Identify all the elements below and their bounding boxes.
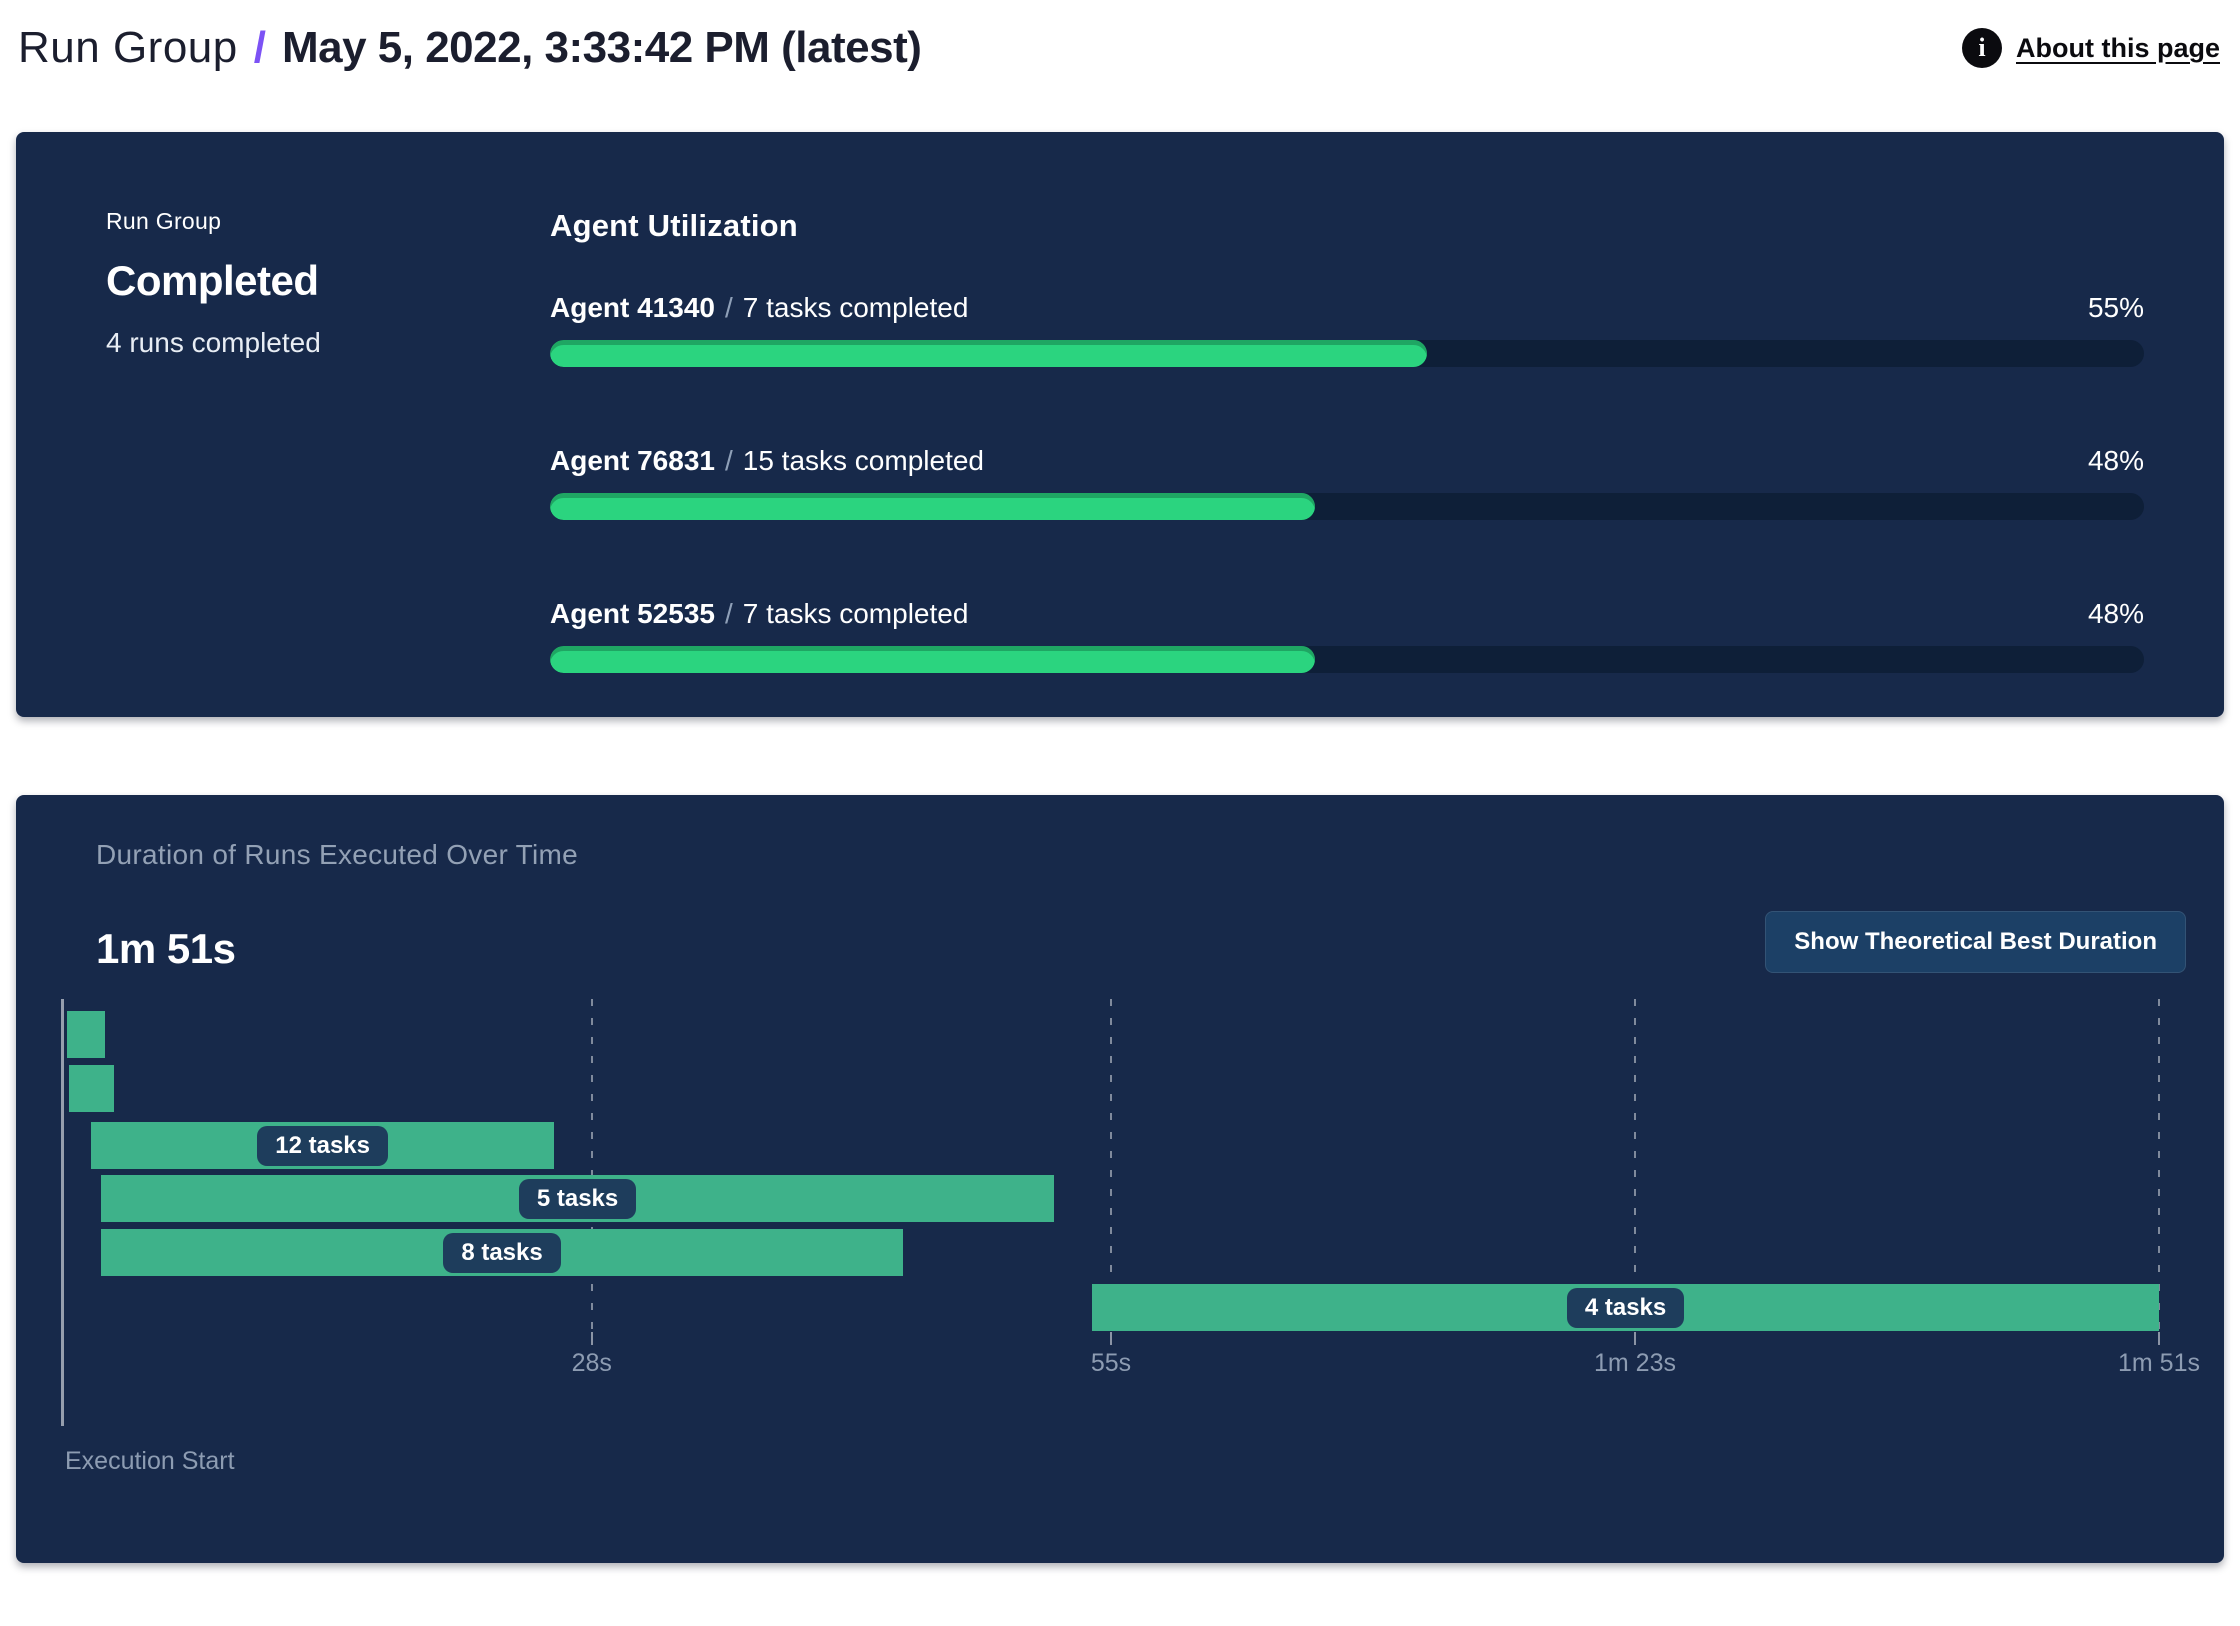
agent-label-line: Agent 52535 / 7 tasks completed 48% (550, 598, 2144, 630)
gridline (1634, 999, 1636, 1330)
axis-tick (1634, 1332, 1636, 1345)
agent-rows: Agent 41340 / 7 tasks completed 55% Agent 76… (550, 292, 2144, 673)
agent-tasks-completed: 7 tasks completed (742, 292, 969, 323)
run-group-summary: Run Group Completed 4 runs completed (90, 208, 550, 717)
about-link[interactable]: About this page (2016, 32, 2220, 63)
agent-utilization-section: Agent Utilization Agent 41340 / 7 tasks co… (550, 208, 2144, 717)
run-duration-bar[interactable] (68, 1065, 114, 1112)
breadcrumb-root: Run Group (18, 23, 238, 72)
page-title: May 5, 2022, 3:33:42 PM (latest) (281, 23, 922, 72)
runs-completed-text: 4 runs completed (106, 327, 321, 358)
agent-utilization-percent: 55% (2087, 292, 2144, 323)
axis-tick-label: 1m 23s (1594, 1349, 1676, 1377)
agent-separator: / (724, 445, 733, 476)
agent-separator: / (724, 598, 733, 629)
show-theoretical-best-duration-button[interactable]: Show Theoretical Best Duration (1765, 911, 2186, 973)
task-count-badge: 12 tasks (257, 1125, 388, 1166)
status-text: Completed (106, 257, 319, 304)
task-count-badge: 4 tasks (1566, 1287, 1685, 1328)
axis-tick (1110, 1332, 1112, 1345)
gridline (590, 999, 593, 1330)
agent-progress-track (550, 340, 2144, 367)
agent-label-line: Agent 76831 / 15 tasks completed 48% (550, 445, 2144, 477)
gridline (2158, 999, 2160, 1330)
total-duration: 1m 51s (96, 925, 236, 972)
agent-tasks-completed: 7 tasks completed (742, 598, 969, 629)
agent-progress-track (550, 646, 2144, 673)
task-count-badge: 5 tasks (518, 1178, 637, 1219)
run-duration-bar[interactable]: 12 tasks (91, 1122, 554, 1169)
agent-utilization-percent: 48% (2087, 445, 2144, 476)
task-count-badge: 8 tasks (443, 1232, 561, 1273)
agent-row: Agent 76831 / 15 tasks completed 48% (550, 445, 2144, 520)
duration-header-row: 1m 51s Show Theoretical Best Duration (96, 911, 2186, 973)
agent-progress-fill (550, 340, 1427, 367)
axis-tick-label: 55s (1090, 1349, 1132, 1377)
summary-label: Run Group (106, 208, 222, 234)
page-header: Run Group / May 5, 2022, 3:33:42 PM (lat… (0, 0, 2240, 78)
execution-start-label: Execution Start (65, 1447, 235, 1475)
agent-name: Agent 41340 (550, 292, 715, 323)
duration-chart-title: Duration of Runs Executed Over Time (96, 839, 579, 870)
run-group-summary-panel: Run Group Completed 4 runs completed Age… (16, 132, 2224, 717)
agent-tasks-completed: 15 tasks completed (742, 445, 984, 476)
axis-tick (590, 1332, 593, 1345)
agent-row: Agent 52535 / 7 tasks completed 48% (550, 598, 2144, 673)
run-duration-bar[interactable] (66, 1011, 105, 1058)
agent-label-line: Agent 41340 / 7 tasks completed 55% (550, 292, 2144, 324)
agent-utilization-percent: 48% (2087, 598, 2144, 629)
gridline (1110, 999, 1112, 1330)
breadcrumb-separator: / (253, 23, 266, 72)
gantt-chart: Execution Start 28s 55s 1m 23s 1m 51s 12 tas… (61, 999, 2200, 1479)
run-duration-bar[interactable]: 5 tasks (100, 1175, 1055, 1222)
agent-progress-fill (550, 646, 1316, 673)
agent-progress-track (550, 493, 2144, 520)
axis-tick-label: 1m 51s (2118, 1349, 2200, 1377)
agent-separator: / (724, 292, 733, 323)
agent-progress-fill (550, 493, 1316, 520)
agent-name: Agent 76831 (550, 445, 715, 476)
duration-panel: Duration of Runs Executed Over Time 1m 5… (16, 795, 2224, 1563)
axis-tick-label: 28s (571, 1349, 612, 1377)
run-duration-bar[interactable]: 4 tasks (1092, 1284, 2159, 1331)
execution-start-axis-line (61, 999, 64, 1426)
agent-utilization-heading: Agent Utilization (550, 208, 798, 243)
about-this-page[interactable]: i About this page (1962, 28, 2220, 68)
info-icon[interactable]: i (1962, 28, 2002, 68)
agent-name: Agent 52535 (550, 598, 715, 629)
run-duration-bar[interactable]: 8 tasks (100, 1229, 904, 1276)
breadcrumb: Run Group / May 5, 2022, 3:33:42 PM (lat… (18, 23, 922, 73)
axis-tick (2158, 1332, 2160, 1345)
agent-row: Agent 41340 / 7 tasks completed 55% (550, 292, 2144, 367)
